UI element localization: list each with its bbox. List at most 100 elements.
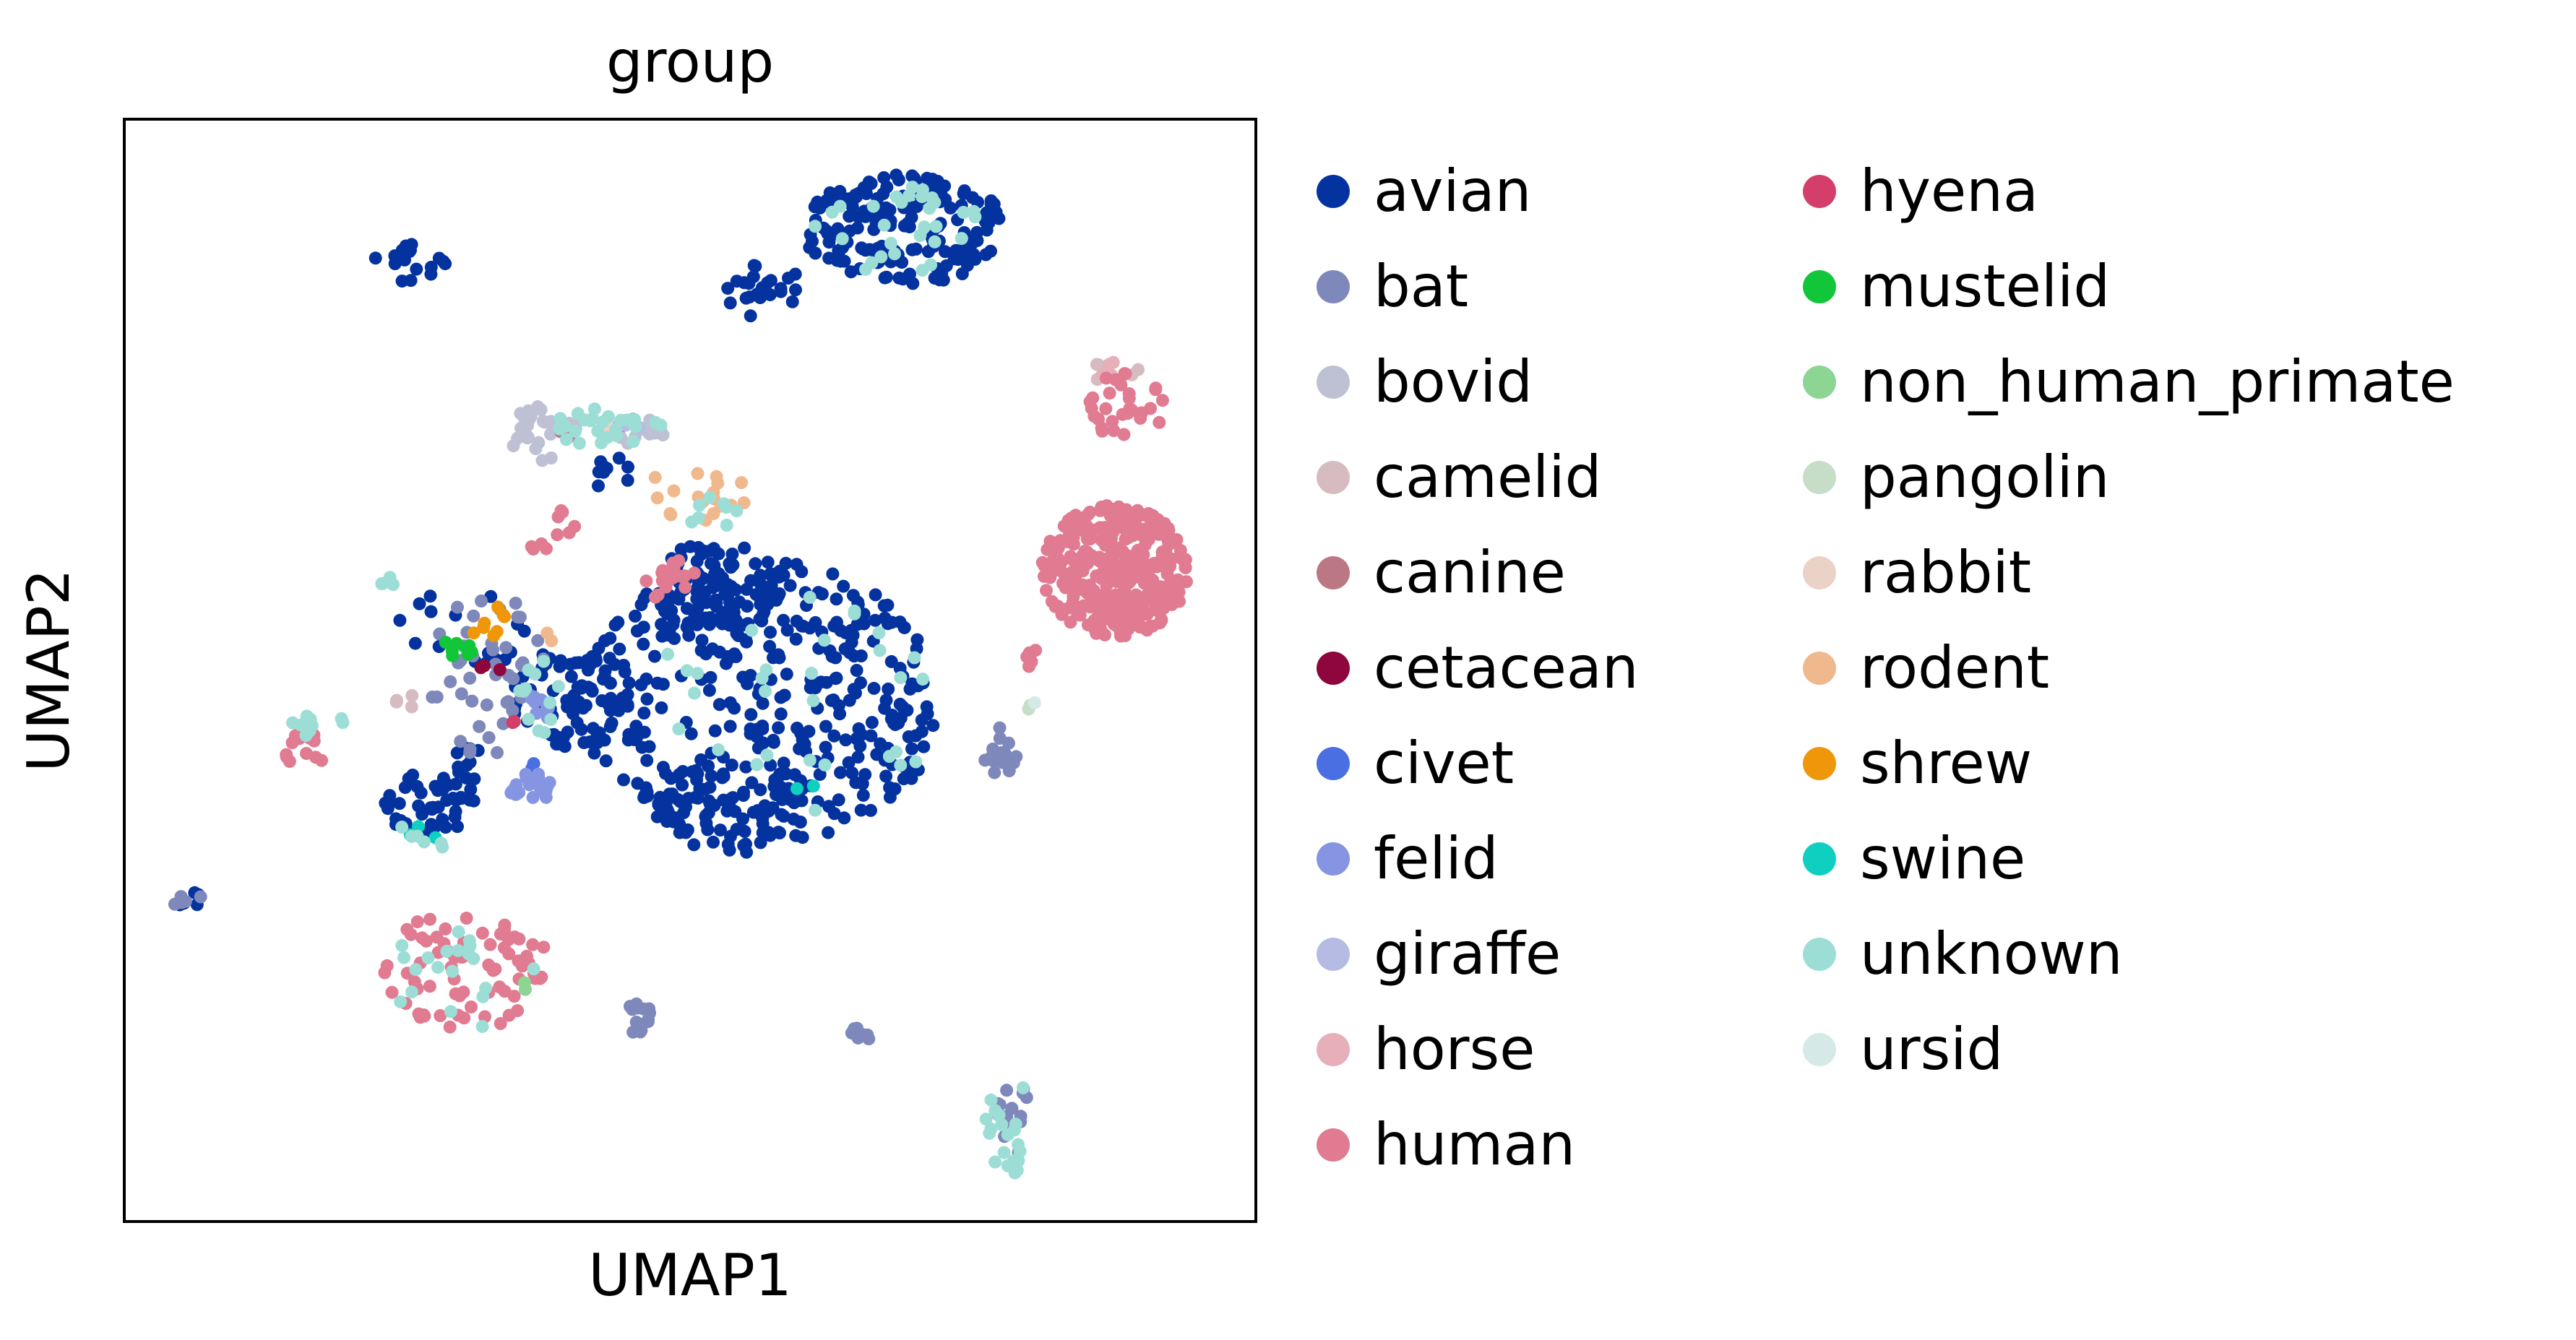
point-unknown	[984, 1123, 998, 1136]
point-unknown	[984, 1093, 998, 1107]
point-avian	[406, 769, 420, 782]
point-human	[434, 1009, 447, 1022]
point-avian	[733, 595, 746, 609]
legend-label: felid	[1374, 825, 1499, 892]
point-avian	[702, 759, 715, 773]
point-human	[1107, 605, 1120, 618]
point-avian	[561, 725, 574, 739]
legend-marker	[1803, 842, 1836, 876]
point-avian	[423, 589, 437, 603]
point-avian	[951, 253, 965, 266]
point-avian	[699, 808, 713, 822]
point-unknown	[544, 713, 558, 727]
point-camelid	[1132, 363, 1145, 376]
point-unknown	[884, 236, 897, 250]
point-avian	[960, 259, 974, 272]
point-bat	[988, 766, 1001, 779]
point-rodent	[735, 476, 749, 490]
point-unknown	[587, 402, 601, 416]
point-bat	[531, 634, 545, 647]
legend-marker	[1803, 1033, 1836, 1066]
legend-item-avian: avian	[1317, 157, 1531, 225]
point-avian	[672, 592, 686, 606]
point-avian	[822, 826, 835, 839]
point-unknown	[745, 623, 759, 637]
point-avian	[688, 611, 701, 624]
legend-item-unknown: unknown	[1803, 920, 2123, 987]
point-human	[493, 980, 507, 994]
point-non-human-primate	[518, 976, 531, 990]
point-human	[300, 747, 313, 760]
point-avian	[992, 212, 1006, 225]
point-civet	[527, 757, 540, 771]
point-human	[507, 990, 521, 1003]
point-unknown	[553, 422, 567, 436]
point-avian	[746, 805, 760, 819]
legend-label: horse	[1374, 1016, 1535, 1083]
point-avian	[597, 465, 611, 479]
point-avian	[681, 823, 694, 837]
point-unknown	[522, 712, 535, 726]
point-avian	[613, 642, 626, 656]
point-avian	[702, 794, 716, 808]
point-avian	[744, 708, 758, 722]
point-unknown	[703, 490, 717, 504]
point-human	[1173, 543, 1187, 557]
point-avian	[845, 636, 858, 649]
point-unknown	[750, 758, 764, 771]
point-bat	[451, 600, 464, 614]
point-avian	[795, 619, 809, 633]
legend-label: hyena	[1860, 157, 2038, 225]
point-avian	[580, 699, 593, 712]
legend-item-ursid: ursid	[1803, 1016, 2003, 1083]
point-unknown	[712, 743, 725, 756]
point-avian	[673, 768, 686, 782]
point-bat	[467, 609, 481, 623]
point-unknown	[805, 667, 819, 680]
point-swine	[806, 779, 820, 793]
point-avian	[783, 792, 796, 806]
x-axis-label: UMAP1	[588, 1242, 791, 1309]
point-avian	[772, 721, 785, 735]
point-human	[551, 528, 564, 542]
point-avian	[381, 802, 395, 816]
point-unknown	[905, 181, 919, 194]
legend-item-rodent: rodent	[1803, 634, 2049, 701]
point-avian	[612, 451, 626, 465]
point-avian	[680, 602, 694, 615]
point-avian	[845, 766, 859, 780]
legend-item-camelid: camelid	[1317, 444, 1601, 511]
point-unknown	[806, 693, 820, 707]
point-rodent	[540, 626, 554, 640]
point-avian	[881, 617, 895, 631]
point-unknown	[1007, 1123, 1021, 1137]
point-unknown	[693, 498, 706, 512]
point-unknown	[303, 724, 316, 738]
point-avian	[889, 718, 902, 732]
point-unknown	[680, 664, 694, 678]
point-bat	[465, 694, 479, 708]
point-unknown	[394, 995, 408, 1008]
point-human	[1120, 525, 1134, 539]
point-avian	[629, 609, 642, 623]
point-human	[1059, 581, 1072, 595]
point-avian	[803, 241, 817, 254]
point-avian	[822, 235, 836, 249]
point-human	[1134, 571, 1148, 584]
point-avian	[392, 797, 406, 811]
point-ursid	[1028, 696, 1041, 709]
point-human	[1057, 567, 1071, 581]
point-human	[457, 1011, 471, 1025]
point-avian	[829, 651, 843, 665]
point-human	[415, 931, 429, 945]
point-avian	[878, 701, 892, 715]
point-unknown	[375, 577, 389, 591]
point-avian	[987, 197, 1001, 211]
point-avian	[852, 722, 866, 735]
legend-label: bovid	[1374, 348, 1533, 415]
point-avian	[702, 618, 716, 631]
point-unknown	[916, 190, 929, 204]
point-avian	[796, 831, 809, 844]
point-human	[1155, 551, 1169, 565]
